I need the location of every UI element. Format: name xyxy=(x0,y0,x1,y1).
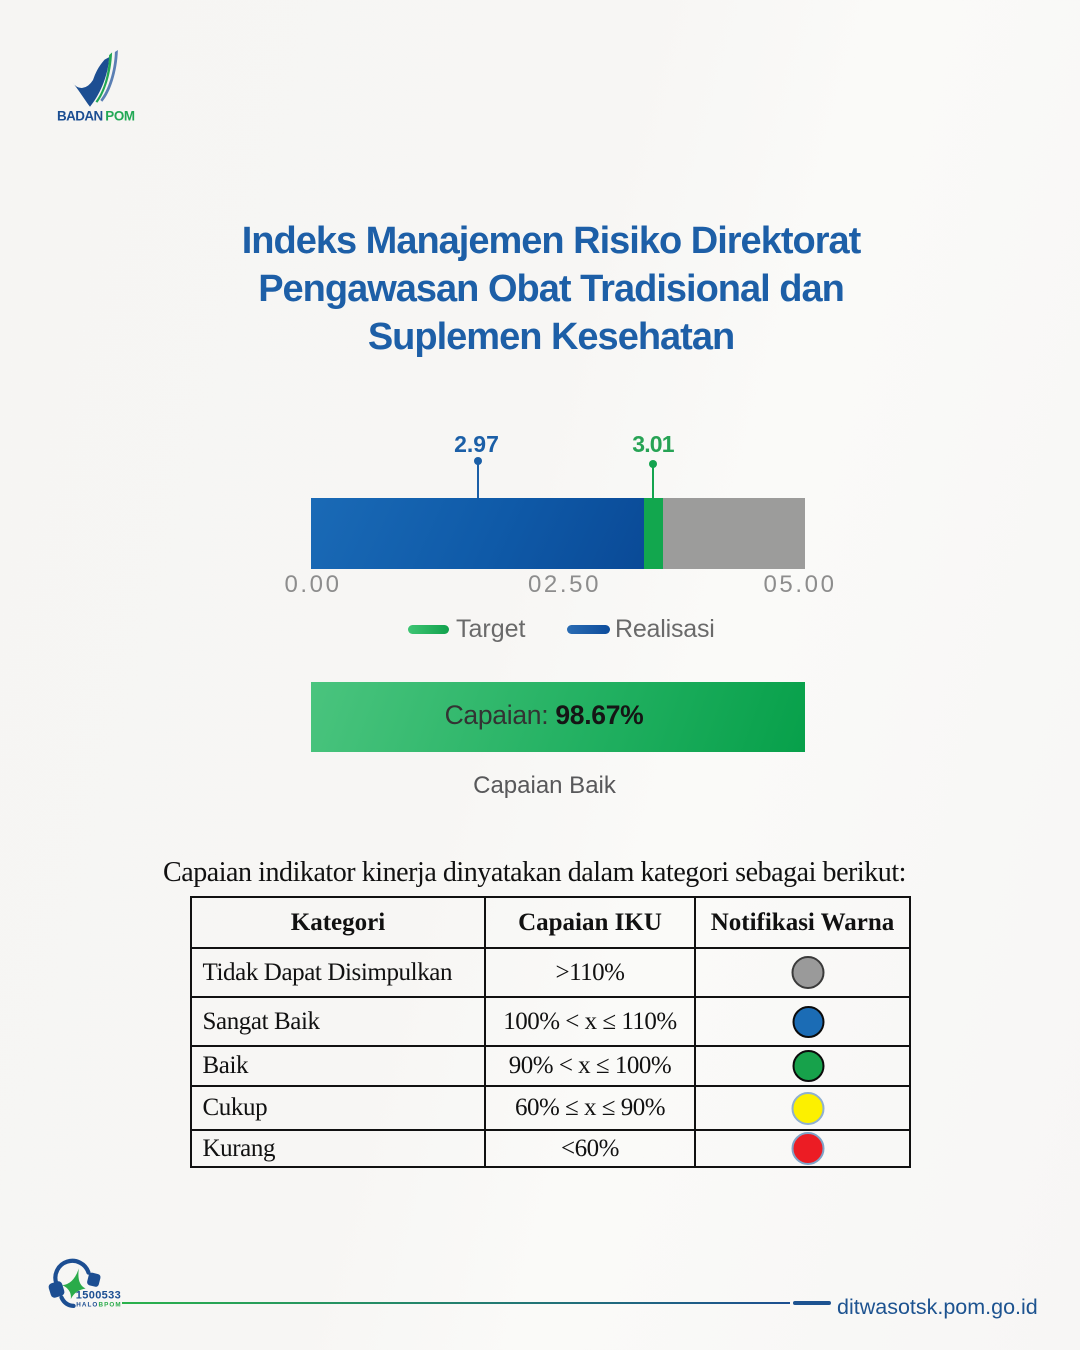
svg-text:1500533: 1500533 xyxy=(76,1289,121,1301)
svg-text:BADAN: BADAN xyxy=(57,109,103,124)
svg-text:HALOBPOM: HALOBPOM xyxy=(76,1302,122,1309)
svg-text:POM: POM xyxy=(105,109,135,124)
